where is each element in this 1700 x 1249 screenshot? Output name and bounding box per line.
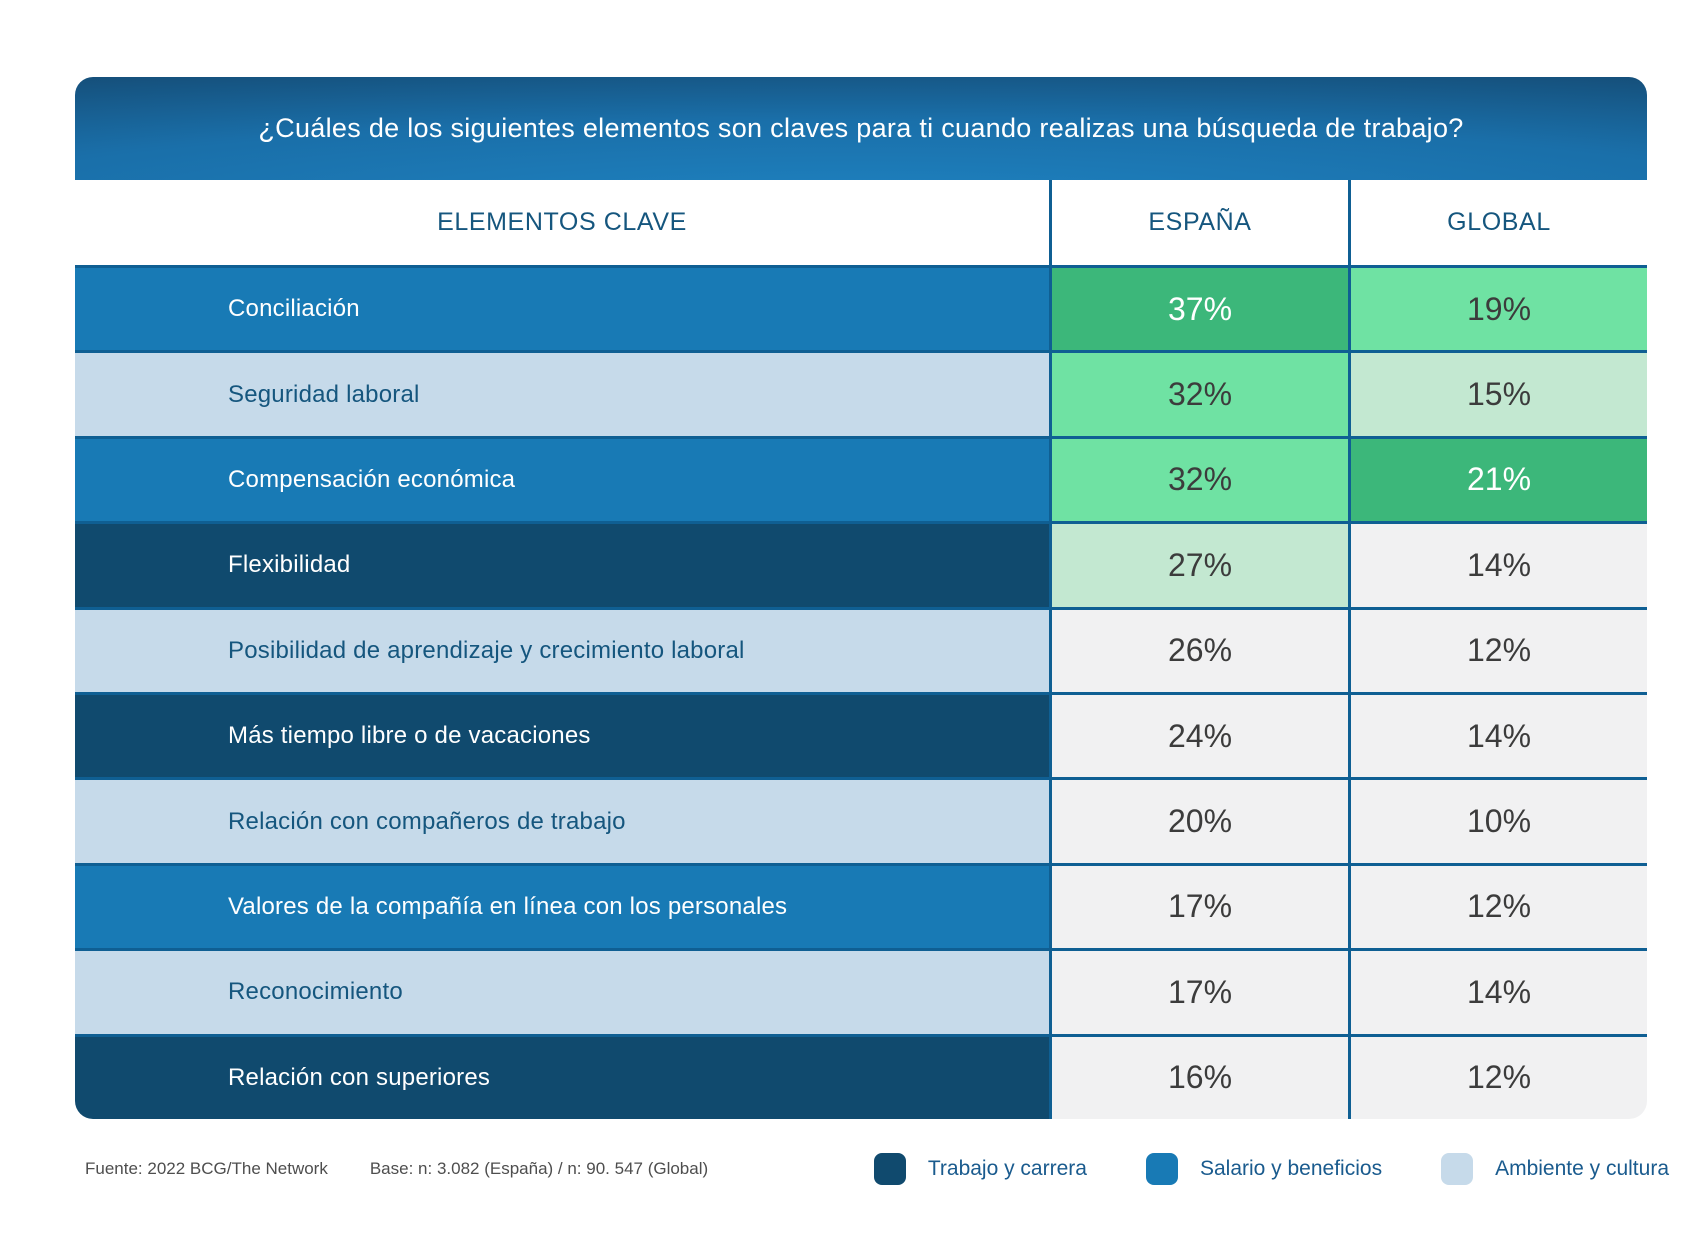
row-label-cell: Posibilidad de aprendizaje y crecimiento… (75, 609, 1049, 692)
row-label-cell: Compensación económica (75, 438, 1049, 522)
table-row: Compensación económica 32% 21% (75, 435, 1647, 522)
espana-value-cell: 16% (1049, 1036, 1348, 1119)
table-row: Conciliación 37% 19% (75, 265, 1647, 351)
espana-value-cell: 20% (1049, 780, 1348, 863)
global-value-cell: 12% (1348, 865, 1647, 949)
table-header-row: ELEMENTOS CLAVE ESPAÑA GLOBAL (75, 180, 1647, 265)
row-label-cell: Más tiempo libre o de vacaciones (75, 695, 1049, 778)
row-label-cell: Reconocimiento (75, 951, 1049, 1034)
legend: Trabajo y carrera Salario y beneficios A… (873, 1153, 1669, 1185)
row-label-cell: Relación con compañeros de trabajo (75, 780, 1049, 863)
table-row: Más tiempo libre o de vacaciones 24% 14% (75, 692, 1647, 778)
global-value-cell: 21% (1348, 438, 1647, 522)
espana-value-cell: 32% (1049, 353, 1348, 436)
base-text: Base: n: 3.082 (España) / n: 90. 547 (Gl… (369, 1159, 709, 1178)
global-value-cell: 12% (1348, 609, 1647, 692)
espana-value-cell: 17% (1049, 865, 1348, 949)
global-value-cell: 14% (1348, 951, 1647, 1034)
legend-item: Ambiente y cultura (1441, 1153, 1669, 1185)
footer: Fuente: 2022 BCG/The Network Base: n: 3.… (85, 1150, 1669, 1188)
row-label-cell: Valores de la compañía en línea con los … (75, 865, 1049, 949)
espana-value-cell: 27% (1049, 524, 1348, 607)
global-value-cell: 14% (1348, 524, 1647, 607)
legend-label: Ambiente y cultura (1495, 1157, 1669, 1180)
table-row: Relación con superiores 16% 12% (75, 1033, 1647, 1119)
column-header-global: GLOBAL (1348, 180, 1647, 265)
espana-value-cell: 37% (1049, 268, 1348, 351)
table-row: Relación con compañeros de trabajo 20% 1… (75, 777, 1647, 863)
espana-value-cell: 26% (1049, 609, 1348, 692)
global-value-cell: 12% (1348, 1036, 1647, 1119)
table-row: Valores de la compañía en línea con los … (75, 862, 1647, 949)
survey-table-card: ¿Cuáles de los siguientes elementos son … (75, 77, 1647, 1119)
row-label-cell: Conciliación (75, 268, 1049, 351)
chart-title: ¿Cuáles de los siguientes elementos son … (258, 113, 1464, 143)
legend-swatch-icon (1145, 1153, 1178, 1185)
legend-swatch-icon (873, 1153, 906, 1185)
row-label-cell: Relación con superiores (75, 1036, 1049, 1119)
legend-label: Salario y beneficios (1199, 1157, 1383, 1180)
legend-label: Trabajo y carrera (927, 1157, 1087, 1180)
source-text: Fuente: 2022 BCG/The Network (85, 1159, 328, 1178)
table-row: Seguridad laboral 32% 15% (75, 350, 1647, 436)
global-value-cell: 19% (1348, 268, 1647, 351)
global-value-cell: 14% (1348, 695, 1647, 778)
title-band: ¿Cuáles de los siguientes elementos son … (75, 77, 1647, 180)
table-row: Reconocimiento 17% 14% (75, 948, 1647, 1034)
row-label-cell: Flexibilidad (75, 524, 1049, 607)
column-header-elementos-clave: ELEMENTOS CLAVE (437, 208, 687, 236)
legend-item: Salario y beneficios (1145, 1153, 1383, 1185)
table-row: Posibilidad de aprendizaje y crecimiento… (75, 606, 1647, 692)
global-value-cell: 10% (1348, 780, 1647, 863)
legend-item: Trabajo y carrera (873, 1153, 1087, 1185)
row-label-cell: Seguridad laboral (75, 353, 1049, 436)
column-header-espana: ESPAÑA (1049, 180, 1348, 265)
espana-value-cell: 24% (1049, 695, 1348, 778)
global-value-cell: 15% (1348, 353, 1647, 436)
espana-value-cell: 32% (1049, 438, 1348, 522)
legend-swatch-icon (1441, 1153, 1474, 1185)
table-body: Conciliación 37% 19% Seguridad laboral 3… (75, 265, 1647, 1119)
espana-value-cell: 17% (1049, 951, 1348, 1034)
table-row: Flexibilidad 27% 14% (75, 521, 1647, 607)
